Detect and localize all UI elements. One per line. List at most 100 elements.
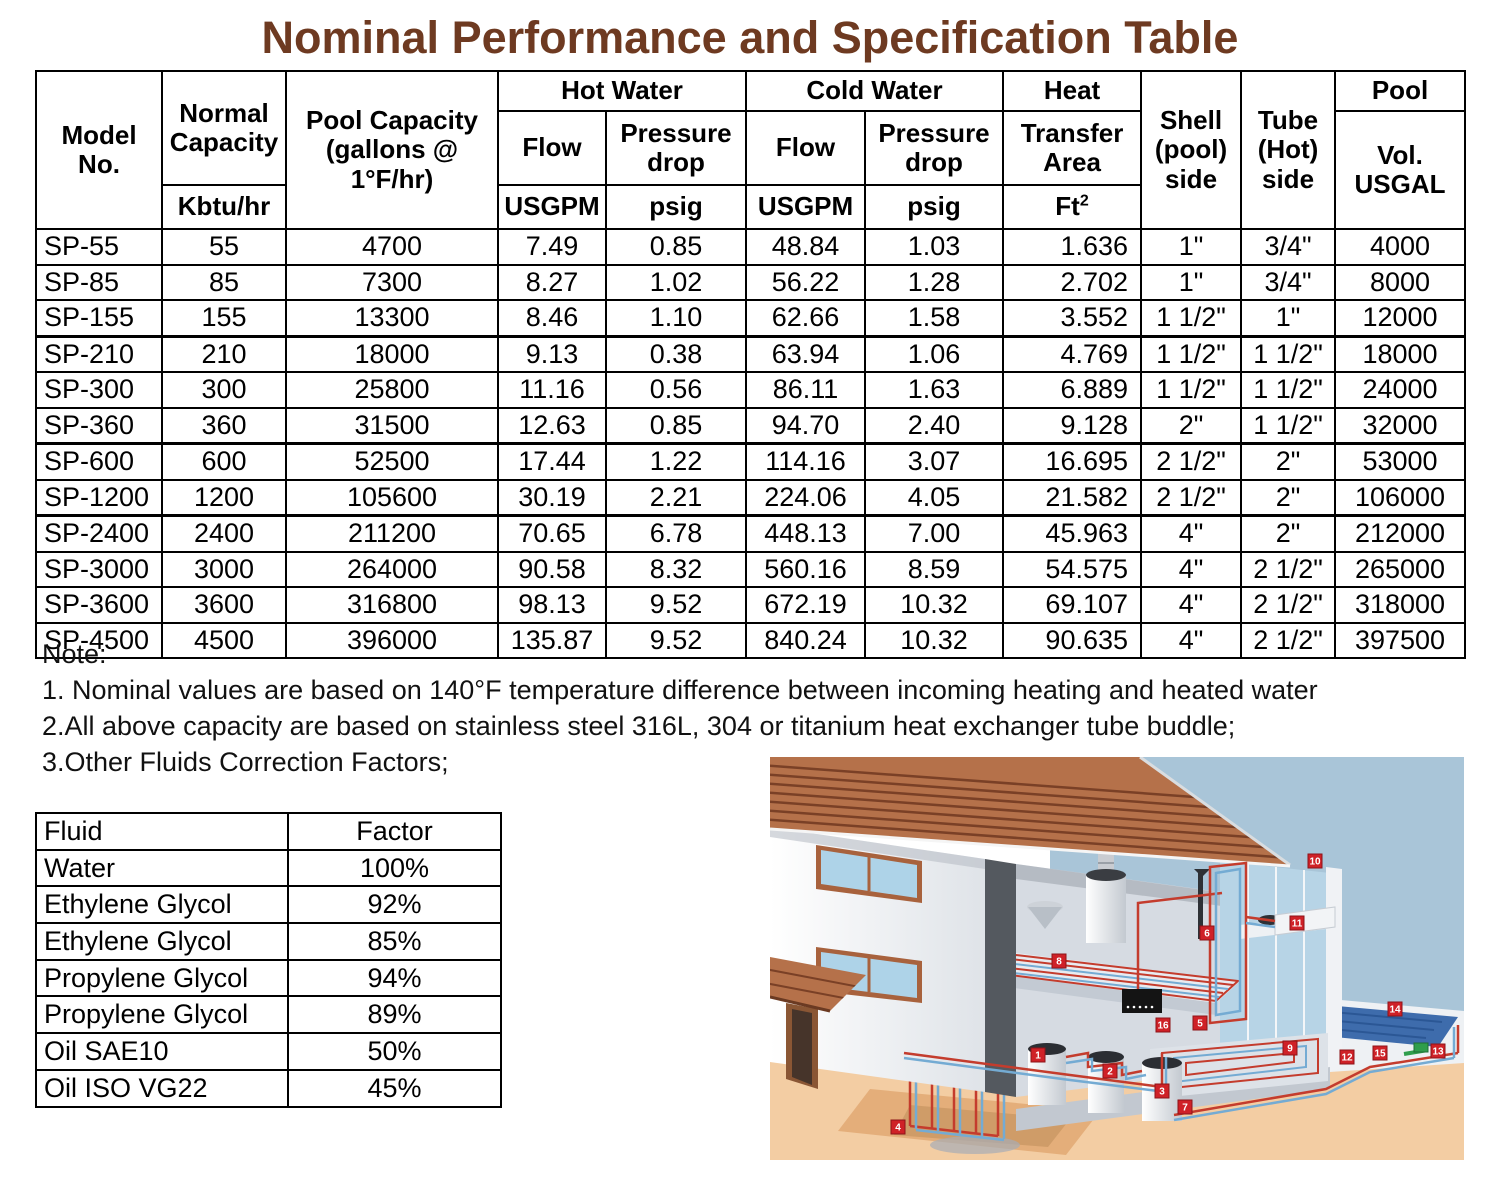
cell-hw_flow: 70.65: [497, 514, 607, 553]
spec-row-SP-3000: SP-3000 3000 264000 90.58 8.32 560.16 8.59 54.5…: [35, 550, 1467, 588]
col-header-pool-vol: Vol. USGAL: [1334, 110, 1467, 230]
performance-spec-table: Model No. Normal Capacity Pool Capacity …: [35, 70, 1467, 659]
cell-heat_area: 3.552: [1002, 299, 1143, 338]
cell-capacity: 85: [161, 263, 287, 301]
cell-hw_flow: 12.63: [497, 406, 607, 445]
cell-hw_flow: 17.44: [497, 442, 607, 481]
cell-tube: 1 1/2": [1240, 335, 1337, 373]
cell-hw_flow: 98.13: [497, 586, 607, 624]
washbasin: [1027, 901, 1063, 929]
cell-heat_area: 16.695: [1002, 442, 1143, 481]
cell-pool_vol: 397500: [1334, 621, 1467, 659]
upper-window: [816, 845, 922, 903]
marker-label-12: 12: [1341, 1053, 1353, 1064]
cell-shell: 2 1/2": [1140, 478, 1243, 517]
col-header-tube-side: Tube (Hot) side: [1240, 70, 1337, 230]
fluid-row: Propylene Glycol 89%: [35, 995, 502, 1035]
marker-label-8: 8: [1056, 957, 1062, 968]
cell-pool_vol: 12000: [1334, 299, 1467, 338]
cell-pool_capacity: 7300: [285, 263, 499, 301]
spec-row-SP-4500: SP-4500 4500 396000 135.87 9.52 840.24 10.32 90…: [35, 621, 1467, 659]
cell-capacity: 3000: [161, 550, 287, 588]
cell-cw_drop: 1.06: [863, 335, 1005, 373]
cell-pool_capacity: 52500: [285, 442, 499, 481]
cell-hw_flow: 11.16: [497, 371, 607, 409]
cell-cw_drop: 7.00: [863, 514, 1005, 553]
cell-pool_vol: 32000: [1334, 406, 1467, 445]
group-header-hot-water: Hot Water: [497, 70, 747, 112]
cell-cw_drop: 1.58: [863, 299, 1005, 338]
cell-pool_capacity: 211200: [285, 514, 499, 553]
cell-cw_flow: 224.06: [745, 478, 866, 517]
cell-capacity: 210: [161, 335, 287, 373]
cell-cw_drop: 1.03: [863, 228, 1005, 266]
marker-4: [890, 1119, 906, 1135]
cell-fluid-name: Water: [35, 848, 289, 888]
cold-pipes: [903, 867, 1456, 1122]
control-box: [1122, 989, 1162, 1013]
cell-cw_drop: 4.05: [863, 478, 1005, 517]
cell-cw_flow: 48.84: [745, 228, 866, 266]
marker-label-2: 2: [1107, 1067, 1113, 1078]
cell-pool_vol: 18000: [1334, 335, 1467, 373]
marker-6: [1199, 925, 1215, 941]
fluid-row: Ethylene Glycol 85%: [35, 922, 502, 961]
cell-cw_flow: 63.94: [745, 335, 866, 373]
fluid-header: Fluid: [35, 812, 289, 851]
cell-heat_area: 54.575: [1002, 550, 1143, 588]
fluid-row: Oil SAE10 50%: [35, 1032, 502, 1071]
cell-tube: 1": [1240, 299, 1337, 338]
spec-row-SP-360: SP-360 360 31500 12.63 0.85 94.70 2.40 9.128 2" 1…: [35, 406, 1467, 445]
marker-label-7: 7: [1182, 1103, 1188, 1114]
cell-fluid-name: Propylene Glycol: [35, 958, 289, 998]
cell-heat_area: 1.636: [1002, 228, 1143, 266]
cell-hw_drop: 2.21: [605, 478, 747, 517]
marker-11: [1289, 915, 1305, 931]
cell-model: SP-2400: [35, 514, 163, 553]
cell-pool_capacity: 396000: [285, 621, 499, 659]
fluid-table-body: Fluid Factor Water 100% Ethylene Glycol 92%…: [35, 812, 502, 1108]
cell-pool_capacity: 18000: [285, 335, 499, 373]
col-header-hw-pressure: Pressure drop: [605, 110, 747, 186]
note-line-3: 3.Other Fluids Correction Factors;: [42, 747, 449, 777]
unit-hw-usgpm: USGPM: [497, 184, 607, 230]
marker-label-5: 5: [1197, 1019, 1203, 1030]
spec-row-SP-55: SP-55 55 4700 7.49 0.85 48.84 1.03 1.636 1" 3/4" 4…: [35, 228, 1467, 266]
cell-cw_drop: 1.28: [863, 263, 1005, 301]
cell-cw_flow: 94.70: [745, 406, 866, 445]
cell-pool_vol: 4000: [1334, 228, 1467, 266]
cell-pool_vol: 53000: [1334, 442, 1467, 481]
marker-label-9: 9: [1287, 1044, 1293, 1055]
cell-tube: 2 1/2": [1240, 586, 1337, 624]
cell-capacity: 4500: [161, 621, 287, 659]
notes-label: Note:: [42, 639, 107, 669]
marker-label-1: 1: [1035, 1051, 1041, 1062]
cell-model: SP-600: [35, 442, 163, 481]
cell-cw_drop: 10.32: [863, 586, 1005, 624]
spec-row-SP-3600: SP-3600 3600 316800 98.13 9.52 672.19 10.32 69.…: [35, 586, 1467, 624]
cell-tube: 2": [1240, 478, 1337, 517]
col-header-cw-flow: Flow: [745, 110, 866, 186]
cell-model: SP-300: [35, 371, 163, 409]
marker-15: [1372, 1045, 1388, 1061]
cell-cw_drop: 1.63: [863, 371, 1005, 409]
marker-14: [1387, 1001, 1403, 1017]
cell-tube: 2 1/2": [1240, 621, 1337, 659]
unit-cw-usgpm: USGPM: [745, 184, 866, 230]
note-line-1: 1. Nominal values are based on 140°F tem…: [42, 675, 1318, 705]
cell-model: SP-155: [35, 299, 163, 338]
cell-pool_vol: 24000: [1334, 371, 1467, 409]
page-title: Nominal Performance and Specification Ta…: [261, 12, 1239, 63]
entrance-door: [786, 1003, 818, 1089]
cell-heat_area: 45.963: [1002, 514, 1143, 553]
unit-kbtu: Kbtu/hr: [161, 184, 287, 230]
cell-heat_area: 69.107: [1002, 586, 1143, 624]
marker-label-4: 4: [895, 1123, 901, 1134]
cell-pool_capacity: 105600: [285, 478, 499, 517]
note-line-2: 2.All above capacity are based on stainl…: [42, 711, 1236, 741]
cell-cw_drop: 10.32: [863, 621, 1005, 659]
cell-shell: 1 1/2": [1140, 335, 1243, 373]
cell-hw_flow: 9.13: [497, 335, 607, 373]
